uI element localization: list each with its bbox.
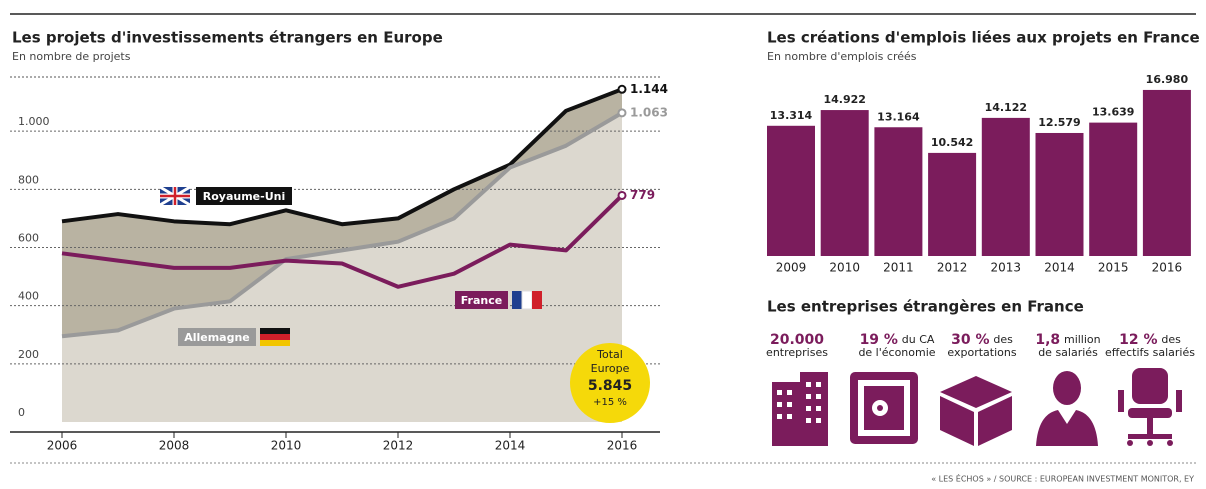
- stat-bold: 12 %: [1119, 332, 1157, 348]
- x-tick-label: 2014: [495, 439, 526, 453]
- stat-line: 1,8 million: [1035, 332, 1100, 348]
- bar: [874, 127, 923, 257]
- flag: [260, 328, 290, 334]
- value-label: 13.164: [877, 110, 920, 123]
- x-tick-label: 2012: [383, 439, 414, 453]
- y-tick-label: 200: [18, 348, 39, 361]
- y-tick-label: 0: [18, 406, 25, 419]
- flag: [260, 340, 290, 346]
- line: [61, 87, 623, 227]
- building-icon: [772, 372, 828, 446]
- annotation: 5.845: [588, 378, 632, 394]
- stat-line: 30 % des: [951, 332, 1013, 348]
- bar: [1142, 89, 1191, 256]
- legend-box: [196, 187, 292, 205]
- line-subtitle: En nombre de projets: [12, 50, 131, 63]
- bar: [1089, 122, 1138, 256]
- box-icon: [940, 376, 1012, 446]
- x-tick-label: 2016: [1152, 261, 1183, 275]
- bar: [767, 125, 815, 256]
- flag: [512, 291, 522, 309]
- flag: [532, 291, 542, 309]
- y-tick-label: 1.000: [18, 115, 50, 128]
- end-point: [617, 190, 627, 200]
- line-title: Les projets d'investissements étrangers …: [12, 29, 443, 47]
- stat-line: 12 % des: [1119, 332, 1181, 348]
- y-tick-label: 800: [18, 173, 39, 186]
- flag: [160, 187, 190, 205]
- stats-title: Les entreprises étrangères en France: [767, 298, 1084, 316]
- stat-suffix: million: [1064, 333, 1101, 346]
- footer: « LES ÉCHOS » / SOURCE : EUROPEAN INVEST…: [931, 473, 1194, 484]
- value-label: 13.314: [770, 109, 813, 122]
- value-label: 14.922: [823, 93, 865, 106]
- stat-bold: 19 %: [860, 332, 898, 348]
- stat-bold: 20.000: [770, 332, 824, 348]
- x-tick-label: 2011: [883, 261, 914, 275]
- bar: [820, 110, 869, 257]
- value-label: 16.980: [1146, 73, 1189, 86]
- icons: [772, 368, 1182, 446]
- bar: [1035, 132, 1084, 256]
- value-label: 10.542: [931, 136, 973, 149]
- stat-line2: de l'économie: [858, 346, 935, 359]
- annotation: Europe: [591, 362, 630, 375]
- line: [61, 194, 624, 289]
- stat-line2: de salariés: [1038, 346, 1098, 359]
- total-badge: [570, 343, 650, 423]
- value-label: 14.122: [985, 101, 1027, 114]
- safe-icon: [850, 372, 918, 444]
- x-tick-label: 2010: [829, 261, 860, 275]
- x-tick-label: 2013: [991, 261, 1022, 275]
- legend-label: Royaume-Uni: [203, 190, 285, 203]
- flag: [521, 290, 533, 310]
- legend-box: [455, 291, 508, 309]
- stat-suffix: des: [993, 333, 1013, 346]
- stat-bold: 30 %: [951, 332, 989, 348]
- chair-icon: [1118, 368, 1182, 446]
- x-tick-label: 2016: [607, 439, 638, 453]
- stat-line: 20.000: [770, 332, 824, 348]
- x-tick-label: 2014: [1044, 261, 1075, 275]
- legend-label: France: [461, 294, 502, 307]
- legend-box: [178, 328, 256, 346]
- x-tick-label: 2012: [937, 261, 968, 275]
- x-tick-label: 2009: [776, 261, 807, 275]
- value-label: 779: [630, 188, 655, 202]
- bar-subtitle: En nombre d'emplois créés: [767, 50, 917, 63]
- person-icon: [1036, 371, 1098, 446]
- stat-suffix: des: [1161, 333, 1181, 346]
- x-tick-label: 2008: [159, 439, 190, 453]
- bar-title: Les créations d'emplois liées aux projet…: [767, 29, 1200, 47]
- value-label: 1.144: [630, 82, 668, 96]
- line: [61, 111, 624, 339]
- legend-label: Allemagne: [184, 331, 250, 344]
- annotation: Total: [596, 348, 623, 361]
- stat-bold: 1,8: [1035, 332, 1060, 348]
- stat-line2: entreprises: [766, 346, 828, 359]
- x-tick-label: 2015: [1098, 261, 1129, 275]
- value-label: 12.579: [1038, 116, 1080, 129]
- value-label: 1.063: [630, 105, 668, 119]
- annotation: +15 %: [593, 397, 627, 408]
- stat-line2: exportations: [947, 346, 1016, 359]
- y-tick-label: 600: [18, 232, 39, 245]
- x-tick-label: 2010: [271, 439, 302, 453]
- y-tick-label: 400: [18, 290, 39, 303]
- stat-line2: effectifs salariés: [1105, 346, 1195, 359]
- bar: [928, 152, 977, 256]
- stat-suffix: du CA: [902, 333, 935, 346]
- end-point: [617, 108, 627, 118]
- flag: [260, 334, 290, 340]
- stat-line: 19 % du CA: [860, 332, 935, 348]
- x-tick-label: 2006: [47, 439, 78, 453]
- value-label: 13.639: [1092, 106, 1134, 119]
- end-point: [617, 84, 627, 94]
- bar: [981, 117, 1030, 256]
